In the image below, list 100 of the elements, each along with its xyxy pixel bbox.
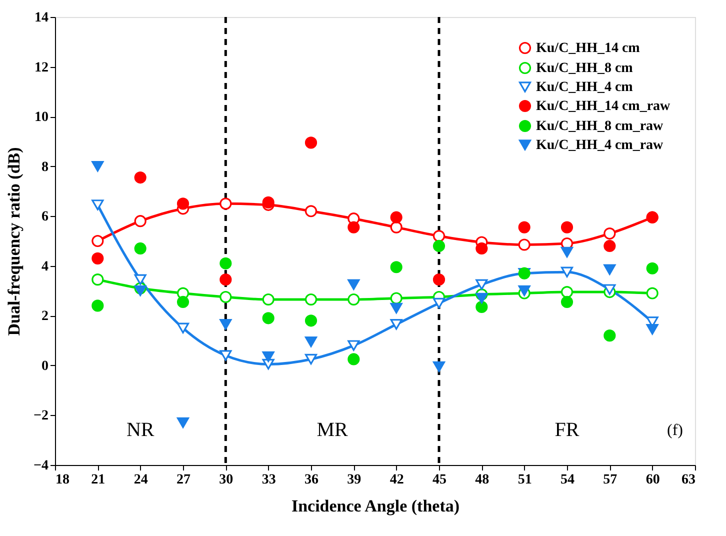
point bbox=[220, 257, 232, 270]
point bbox=[518, 285, 530, 296]
point bbox=[646, 287, 658, 300]
point bbox=[432, 240, 446, 252]
point bbox=[262, 293, 274, 306]
point bbox=[92, 160, 104, 172]
y-tick-label: 12 bbox=[34, 60, 48, 76]
point bbox=[432, 361, 446, 372]
x-tick-label: 24 bbox=[134, 472, 148, 488]
point bbox=[390, 211, 402, 224]
point bbox=[390, 292, 402, 304]
point bbox=[92, 300, 104, 312]
point bbox=[176, 322, 190, 334]
point bbox=[176, 296, 190, 308]
y-tick-label: 2 bbox=[42, 309, 48, 324]
point bbox=[560, 246, 574, 258]
y-tick-label: 4 bbox=[42, 259, 48, 274]
x-tick-label: 36 bbox=[304, 472, 318, 488]
point bbox=[518, 238, 530, 251]
point bbox=[220, 350, 232, 361]
point bbox=[348, 221, 360, 234]
point bbox=[134, 215, 146, 228]
x-tick-label: 57 bbox=[603, 472, 618, 488]
legend-label: Ku/C_HH_8 cm_raw bbox=[536, 119, 664, 134]
point bbox=[92, 200, 104, 210]
point bbox=[304, 293, 318, 306]
legend-label: Ku/C_HH_4 cm_raw bbox=[536, 138, 664, 153]
y-tick-label: 8 bbox=[42, 160, 48, 175]
y-axis-title: Dual-frequency ratio (dB) bbox=[4, 147, 24, 336]
point bbox=[134, 172, 146, 184]
point bbox=[390, 221, 402, 234]
point bbox=[262, 196, 274, 208]
point bbox=[476, 292, 488, 304]
x-tick-label: 21 bbox=[91, 472, 106, 488]
x-tick-label: 27 bbox=[176, 472, 190, 488]
x-tick-label: 33 bbox=[262, 472, 276, 488]
legend-label: Ku/C_HH_14 cm_raw bbox=[536, 99, 672, 114]
x-tick-label: 30 bbox=[219, 472, 234, 488]
x-axis-title: Incidence Angle (theta) bbox=[291, 496, 460, 516]
x-tick-label: 48 bbox=[475, 472, 490, 488]
point bbox=[646, 262, 658, 274]
point bbox=[304, 314, 318, 327]
point bbox=[604, 284, 616, 295]
point bbox=[304, 336, 318, 348]
point bbox=[390, 319, 402, 330]
y-tick-label: 0 bbox=[42, 358, 48, 374]
point bbox=[262, 312, 274, 324]
y-tick-label: −2 bbox=[34, 408, 48, 424]
y-tick-label: 14 bbox=[34, 10, 48, 26]
point bbox=[560, 266, 574, 278]
point bbox=[304, 205, 318, 218]
y-tick-label: 10 bbox=[34, 110, 48, 126]
point bbox=[476, 300, 488, 313]
point bbox=[220, 198, 232, 210]
point bbox=[92, 274, 104, 286]
x-tick-label: 42 bbox=[390, 472, 404, 488]
point bbox=[560, 296, 574, 308]
annotation: FR bbox=[554, 419, 580, 441]
legend-label: Ku/C_HH_14 cm bbox=[536, 41, 640, 56]
point bbox=[304, 136, 318, 149]
y-tick-label: −4 bbox=[34, 458, 48, 474]
point bbox=[604, 264, 616, 275]
x-tick-label: 54 bbox=[560, 472, 574, 488]
point bbox=[134, 242, 146, 254]
x-tick-label: 45 bbox=[432, 472, 446, 488]
point bbox=[176, 417, 190, 428]
x-tick-label: 63 bbox=[682, 472, 696, 488]
point bbox=[476, 242, 488, 254]
point bbox=[348, 340, 360, 351]
point bbox=[176, 198, 190, 210]
x-tick-label: 51 bbox=[518, 472, 532, 488]
point bbox=[92, 252, 104, 264]
point bbox=[220, 319, 232, 330]
legend-label: Ku/C_HH_8 cm bbox=[536, 61, 634, 76]
annotation: NR bbox=[126, 419, 155, 441]
point bbox=[220, 274, 232, 286]
point bbox=[134, 285, 146, 296]
point bbox=[304, 354, 318, 365]
x-tick-label: 39 bbox=[347, 472, 362, 488]
annotation: MR bbox=[316, 419, 349, 441]
point bbox=[348, 293, 360, 306]
point bbox=[432, 230, 446, 242]
point bbox=[604, 240, 616, 252]
point bbox=[220, 290, 232, 304]
point bbox=[348, 279, 360, 290]
point bbox=[92, 234, 104, 248]
point bbox=[134, 274, 146, 285]
annotation: (f) bbox=[667, 422, 683, 439]
point bbox=[560, 286, 574, 298]
point bbox=[518, 221, 530, 234]
point bbox=[390, 261, 402, 274]
point bbox=[262, 351, 274, 362]
point bbox=[348, 353, 360, 366]
x-tick-label: 60 bbox=[646, 472, 660, 488]
point bbox=[604, 330, 616, 342]
point bbox=[604, 228, 616, 240]
point bbox=[390, 302, 402, 314]
point bbox=[476, 279, 488, 290]
point bbox=[432, 274, 446, 286]
point bbox=[646, 324, 658, 335]
